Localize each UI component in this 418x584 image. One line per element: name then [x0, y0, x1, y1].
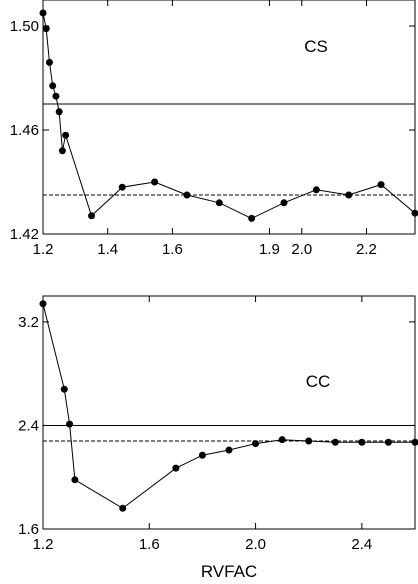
data-point — [119, 504, 127, 512]
data-point — [345, 191, 353, 199]
data-point — [248, 214, 256, 222]
data-point — [45, 58, 53, 66]
series-line — [43, 12, 415, 219]
data-point — [42, 25, 50, 33]
plot-frame — [42, 295, 416, 530]
data-point — [49, 82, 57, 90]
data-point — [183, 191, 191, 199]
data-point — [118, 183, 126, 191]
data-point — [58, 147, 66, 155]
y-tick-label: 1.46 — [10, 122, 39, 139]
data-point — [411, 209, 418, 217]
x-tick-label: 1.6 — [162, 241, 183, 258]
data-point — [55, 108, 63, 116]
x-tick-label: 2.0 — [245, 536, 266, 553]
panel-label: CC — [306, 372, 331, 391]
x-tick-label: 2.0 — [291, 241, 312, 258]
panel-cs: 1.2 1.4 1.6 1.9 2.0 2.2 1.42 1.46 1.50 CS — [10, 0, 418, 258]
x-tick-label: 1.2 — [33, 241, 54, 258]
series-line — [43, 303, 415, 509]
data-point — [331, 438, 339, 446]
data-point — [71, 476, 79, 484]
data-point — [151, 178, 159, 186]
y-tick-label: 1.6 — [18, 521, 39, 538]
data-point — [60, 385, 68, 393]
data-point — [172, 464, 180, 472]
data-point — [411, 438, 418, 446]
data-point — [66, 420, 74, 428]
data-point — [280, 199, 288, 207]
data-point — [39, 9, 47, 17]
data-point — [39, 300, 47, 308]
data-point — [52, 92, 60, 100]
x-tick-label: 1.4 — [97, 241, 118, 258]
y-tick-label: 3.2 — [18, 314, 39, 331]
data-point — [305, 437, 313, 445]
data-point — [88, 212, 96, 220]
data-point — [358, 438, 366, 446]
y-tick-label: 1.50 — [10, 18, 39, 35]
panel-label: CS — [304, 37, 328, 56]
x-tick-label: 2.2 — [356, 241, 377, 258]
data-point — [278, 436, 286, 444]
y-tick-label: 2.4 — [18, 417, 39, 434]
x-tick-label: 1.6 — [139, 536, 160, 553]
data-point — [377, 181, 385, 189]
data-point — [62, 131, 70, 139]
x-axis-title: RVFAC — [201, 562, 257, 581]
x-tick-label: 2.4 — [351, 536, 372, 553]
data-point — [252, 440, 260, 448]
data-point — [312, 186, 320, 194]
data-point — [215, 199, 223, 207]
data-point — [384, 438, 392, 446]
data-point — [198, 451, 206, 459]
y-tick-label: 1.42 — [10, 226, 39, 243]
x-tick-label: 1.2 — [33, 536, 54, 553]
plot-frame — [42, 0, 416, 235]
x-tick-label: 1.9 — [259, 241, 280, 258]
data-point — [225, 446, 233, 454]
